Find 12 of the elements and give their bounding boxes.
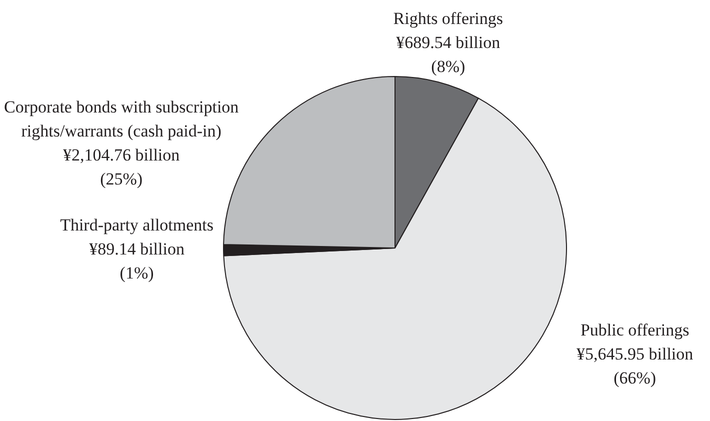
slice-label: Rights offerings bbox=[393, 8, 503, 28]
slice-label: Corporate bonds with subscription rights/warrants (cash paid-in) bbox=[4, 97, 240, 140]
text: (1%) bbox=[120, 263, 154, 282]
slice-label: Public offerings bbox=[580, 320, 690, 340]
data-label: ¥5,645.95 billion bbox=[576, 344, 694, 364]
data-label: ¥2,104.76 billion bbox=[63, 145, 180, 164]
text: (66%) bbox=[614, 368, 656, 388]
data-label: ¥89.14 billion bbox=[89, 239, 185, 258]
data-label: ¥689.54 billion bbox=[396, 32, 501, 52]
text: (25%) bbox=[100, 169, 143, 188]
text: (8%) bbox=[431, 56, 466, 76]
slice-label: Third-party allotments bbox=[60, 215, 214, 234]
